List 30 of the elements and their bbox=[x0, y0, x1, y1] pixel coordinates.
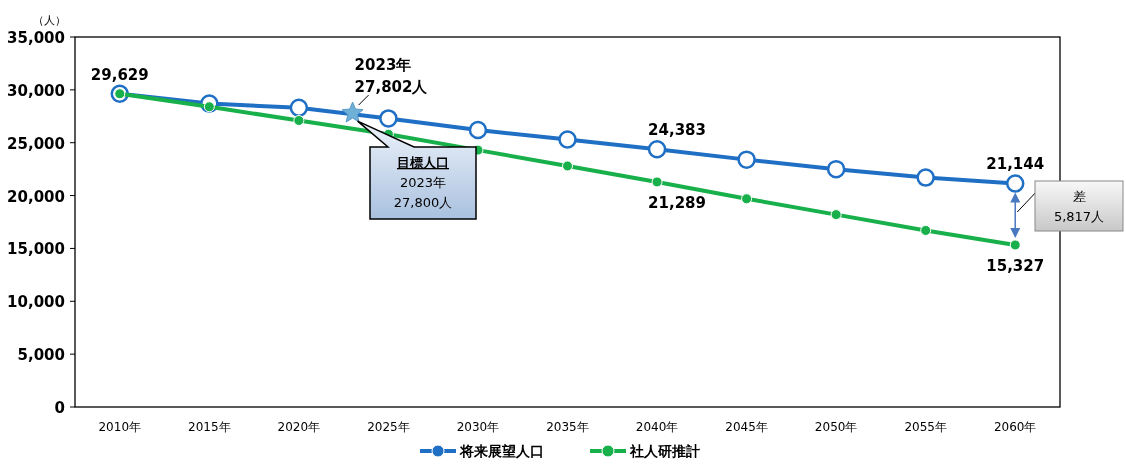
x-tick-label: 2025年 bbox=[367, 420, 410, 434]
y-tick-label: 0 bbox=[54, 399, 65, 417]
x-tick-label: 2015年 bbox=[188, 420, 231, 434]
legend-label: 社人研推計 bbox=[629, 443, 700, 459]
x-tick-label: 2045年 bbox=[725, 420, 768, 434]
y-tick-label: 20,000 bbox=[7, 187, 65, 206]
annotation: 差 5,817人 bbox=[1053, 189, 1105, 224]
x-tick-label: 2040年 bbox=[635, 420, 679, 434]
data-label: 29,629 bbox=[90, 65, 149, 84]
data-label: 15,327 bbox=[986, 256, 1045, 275]
y-tick-label: 15,000 bbox=[7, 240, 65, 259]
data-label: 24,383 bbox=[648, 121, 706, 140]
x-tick-label: 2020年 bbox=[277, 420, 321, 434]
x-tick-label: 2030年 bbox=[456, 420, 500, 434]
y-axis-title: （人） bbox=[33, 14, 66, 27]
data-label: 21,144 bbox=[986, 155, 1045, 174]
x-tick-label: 2035年 bbox=[546, 420, 589, 434]
x-tick-label: 2010年 bbox=[98, 420, 142, 434]
annotation: 2023年 27,802人 bbox=[354, 56, 429, 97]
x-tick-label: 2055年 bbox=[904, 420, 947, 434]
data-label: 21,289 bbox=[648, 193, 706, 212]
annotation: 目標人口 2023年 27,800人 bbox=[393, 155, 453, 210]
x-tick-label: 2050年 bbox=[814, 420, 858, 434]
y-tick-label: 35,000 bbox=[7, 29, 65, 47]
y-tick-label: 5,000 bbox=[17, 346, 65, 365]
y-tick-label: 10,000 bbox=[7, 293, 65, 312]
x-tick-label: 2060年 bbox=[993, 420, 1037, 434]
y-tick-label: 30,000 bbox=[7, 81, 65, 100]
y-tick-label: 25,000 bbox=[7, 134, 65, 153]
legend-label: 将来展望人口 bbox=[459, 443, 544, 459]
